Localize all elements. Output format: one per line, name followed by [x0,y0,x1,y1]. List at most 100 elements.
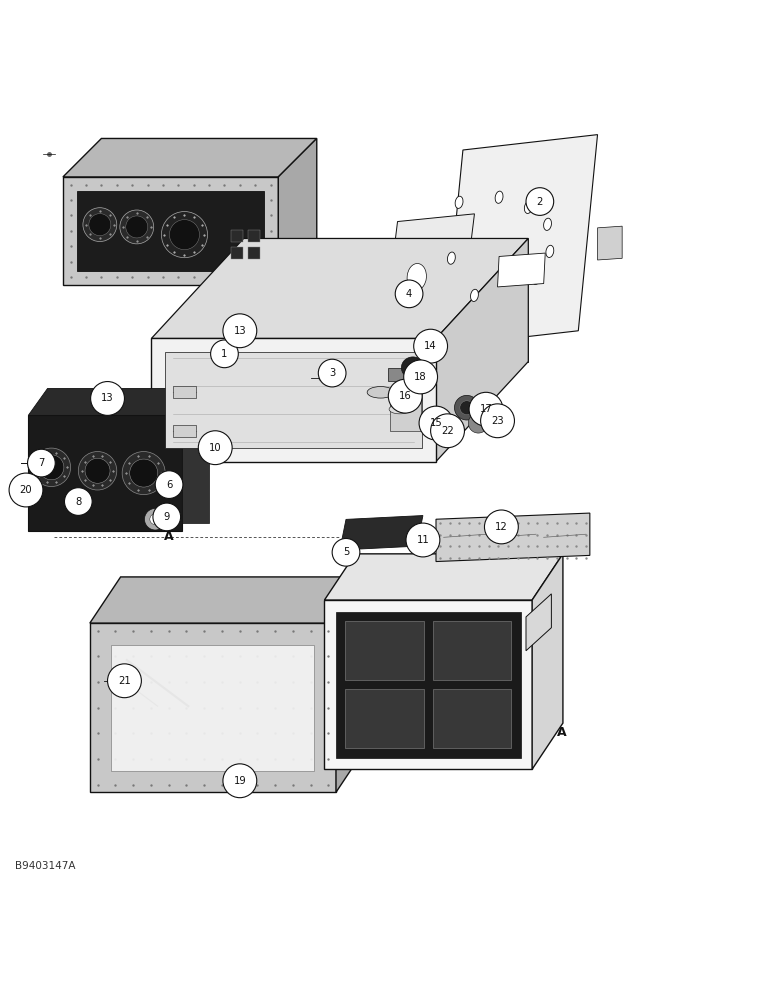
Polygon shape [173,425,196,437]
Circle shape [155,471,183,498]
Text: 14: 14 [425,341,437,351]
Text: 11: 11 [417,535,429,545]
Circle shape [32,448,70,487]
Ellipse shape [532,272,540,285]
Text: 16: 16 [399,391,411,401]
Text: 9: 9 [164,512,170,522]
Text: 18: 18 [415,372,427,382]
Circle shape [211,340,239,368]
Text: 15: 15 [430,418,442,428]
Circle shape [78,452,117,490]
Polygon shape [231,230,243,242]
Circle shape [404,360,438,394]
Polygon shape [598,226,622,260]
Circle shape [526,188,554,215]
Text: 2: 2 [537,197,543,207]
Circle shape [83,208,117,242]
Circle shape [406,523,440,557]
Ellipse shape [543,218,551,230]
Polygon shape [231,247,243,259]
Circle shape [107,664,141,698]
Polygon shape [151,338,436,462]
Polygon shape [336,612,520,758]
Circle shape [198,431,232,465]
Ellipse shape [367,387,394,398]
Polygon shape [165,352,422,448]
Polygon shape [388,368,404,381]
Circle shape [395,280,423,308]
Polygon shape [76,191,265,271]
Polygon shape [433,621,511,680]
Polygon shape [390,392,421,431]
Circle shape [429,416,440,427]
Text: 7: 7 [38,458,45,468]
Circle shape [388,379,422,413]
Circle shape [150,514,161,525]
Circle shape [28,449,56,477]
Ellipse shape [470,289,479,301]
Polygon shape [497,253,545,287]
Polygon shape [173,386,196,398]
Ellipse shape [401,357,425,378]
Circle shape [455,395,479,420]
Circle shape [9,473,43,507]
Text: A: A [164,530,174,543]
Text: 3: 3 [329,368,335,378]
Circle shape [469,392,503,426]
Circle shape [223,764,257,798]
Text: 6: 6 [166,480,172,490]
Circle shape [425,412,445,432]
Circle shape [161,212,208,258]
Polygon shape [111,645,314,771]
Polygon shape [345,621,424,680]
Circle shape [485,510,518,544]
Text: 21: 21 [118,676,130,686]
Polygon shape [63,177,279,285]
Circle shape [153,503,181,531]
Ellipse shape [546,245,554,257]
Polygon shape [532,554,563,769]
Polygon shape [324,600,532,769]
Polygon shape [29,415,182,531]
Text: 20: 20 [20,485,32,495]
Circle shape [419,406,453,440]
Polygon shape [63,138,317,177]
Text: B9403147A: B9403147A [15,861,76,871]
Ellipse shape [389,405,411,414]
Polygon shape [436,238,528,462]
Circle shape [39,455,64,480]
Circle shape [469,413,489,433]
Polygon shape [90,577,367,623]
Ellipse shape [495,191,503,203]
Text: A: A [557,726,566,739]
Polygon shape [244,238,528,362]
Text: 23: 23 [491,416,504,426]
Polygon shape [182,423,209,523]
Text: 12: 12 [495,522,508,532]
Polygon shape [444,135,598,346]
Circle shape [90,382,124,415]
Circle shape [414,329,448,363]
Ellipse shape [448,252,455,264]
Text: 8: 8 [75,497,81,507]
Text: 1: 1 [222,349,228,359]
Circle shape [65,488,92,515]
Circle shape [460,401,474,415]
Polygon shape [279,138,317,285]
Polygon shape [386,214,475,315]
Polygon shape [90,623,336,792]
Polygon shape [345,689,424,748]
Polygon shape [526,594,551,651]
Circle shape [122,452,165,495]
Text: 22: 22 [441,426,454,436]
Ellipse shape [455,196,463,208]
Text: 13: 13 [234,326,246,336]
Circle shape [126,216,147,238]
Polygon shape [336,577,367,792]
Circle shape [89,214,111,236]
Polygon shape [248,230,260,242]
Text: 5: 5 [343,547,349,557]
Polygon shape [248,247,260,259]
Circle shape [318,359,346,387]
Polygon shape [324,554,563,600]
